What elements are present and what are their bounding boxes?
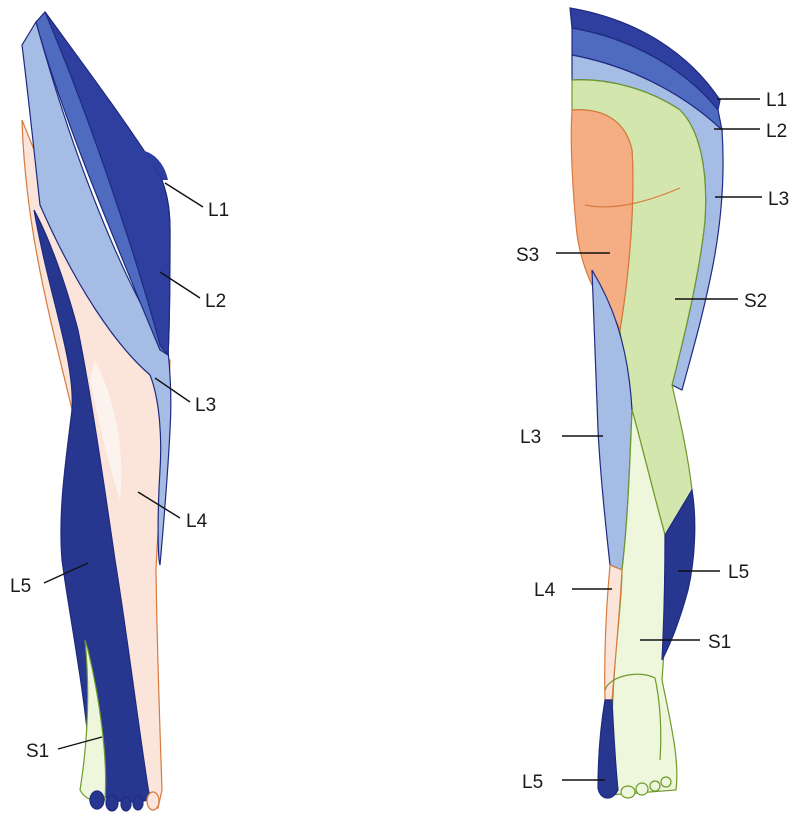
anterior-l1-leader: [164, 182, 204, 208]
anterior-l5-label: L5: [10, 576, 31, 597]
posterior-l5-heel-label: L5: [522, 772, 543, 793]
anterior-l3-label: L3: [195, 395, 216, 416]
posterior-l1-label: L1: [766, 90, 787, 111]
posterior-toe: [620, 785, 636, 799]
anterior-big-toe: [146, 791, 160, 811]
posterior-toe: [635, 782, 649, 796]
anterior-l3-leader: [154, 377, 191, 403]
anterior-s1-leader: [57, 736, 103, 750]
anterior-s1-label: S1: [26, 741, 49, 762]
anterior-l5-leader: [43, 562, 89, 584]
posterior-toes: [620, 776, 672, 799]
anterior-toe: [105, 794, 119, 812]
posterior-l3-outer-label: L3: [768, 189, 789, 210]
posterior-s1-label: S1: [708, 632, 731, 653]
anterior-toe: [132, 795, 144, 811]
posterior-l2-label: L2: [766, 121, 787, 142]
posterior-l5-calf-label: L5: [728, 562, 749, 583]
posterior-leg-view: L1 L2 L3 S3 S2 L3 L4 L5 S1 L5: [516, 7, 789, 799]
posterior-l3-inner-label: L3: [520, 427, 541, 448]
anterior-leg-view: L1 L2 L3 L4 L5 S1: [10, 11, 229, 812]
anterior-l1-label: L1: [208, 200, 229, 221]
anterior-l1-region: [44, 11, 171, 357]
posterior-s3-fold-line: [584, 187, 681, 208]
anterior-l4-label: L4: [186, 511, 208, 532]
posterior-l5-heel-region: [597, 699, 619, 799]
posterior-l5-calf-region: [661, 488, 696, 661]
anterior-toe: [120, 796, 132, 812]
anterior-l4-leader: [137, 491, 181, 519]
posterior-toe: [649, 780, 661, 792]
anterior-toe: [89, 790, 105, 810]
anterior-knee-highlight: [90, 360, 122, 500]
anterior-l2-leader: [159, 271, 201, 299]
posterior-toe: [660, 776, 672, 788]
anterior-toes: [89, 790, 144, 812]
anterior-l2-label: L2: [205, 291, 226, 312]
posterior-s2-label: S2: [744, 291, 767, 312]
anterior-l1-tip: [140, 150, 168, 180]
posterior-l4-label: L4: [534, 580, 556, 601]
posterior-heel-outline: [604, 673, 662, 761]
posterior-s3-label: S3: [516, 245, 539, 266]
